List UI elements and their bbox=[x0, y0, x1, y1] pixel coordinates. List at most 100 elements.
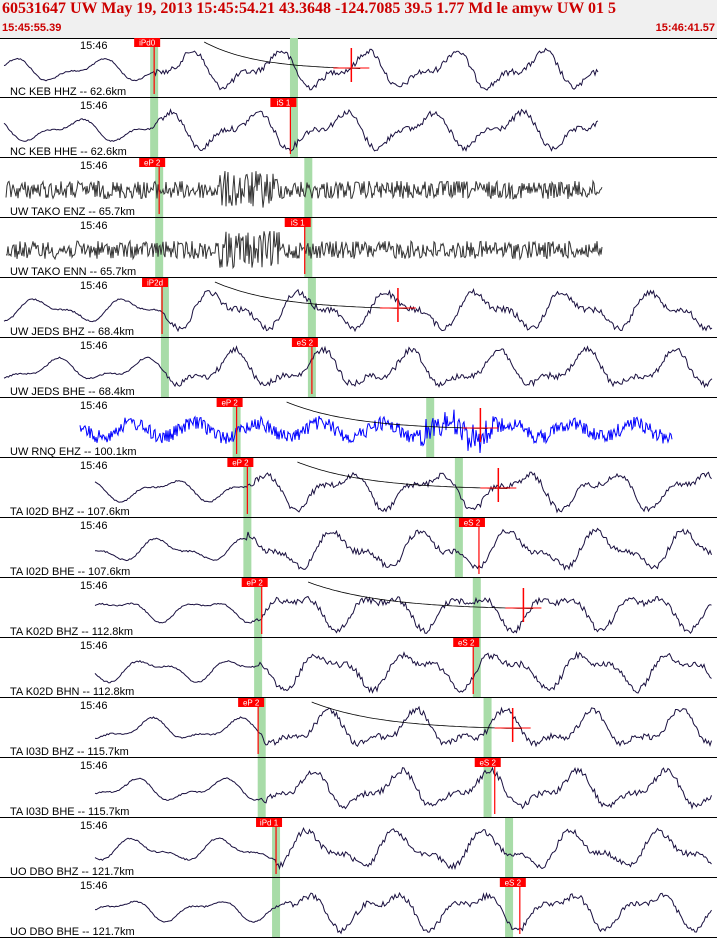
time-tick-label: 15:46 bbox=[80, 640, 108, 652]
time-tick-label: 15:46 bbox=[80, 100, 108, 112]
pick-label: eS 2 bbox=[297, 339, 314, 348]
trace-panel: eP 2 15:46 UW TAKO ENZ -- 65.7km bbox=[0, 158, 717, 218]
coda-curve bbox=[204, 41, 361, 69]
pick-label: eS 2 bbox=[458, 639, 475, 648]
trace-panel: eP 2 15:46 UW RNQ EHZ -- 100.1km bbox=[0, 398, 717, 458]
pick-label: eP 2 bbox=[232, 459, 249, 468]
pick-label: eP 2 bbox=[247, 579, 264, 588]
waveform bbox=[94, 826, 712, 871]
channel-label: UW JEDS BHE -- 68.4km bbox=[10, 386, 135, 398]
pick-window-p bbox=[150, 98, 159, 157]
time-tick-label: 15:46 bbox=[80, 880, 108, 892]
pick-window-s bbox=[454, 518, 463, 577]
trace-panel: eS 2 15:46 TA I02D BHE -- 107.6km bbox=[0, 518, 717, 578]
pick-window-p bbox=[160, 338, 169, 397]
seismogram-panels: iPd0 15:46 NC KEB HHZ -- 62.6km iS 1 15:46 NC… bbox=[0, 38, 717, 938]
pick-window-s bbox=[472, 638, 481, 697]
pick-label: eP 2 bbox=[144, 159, 161, 168]
channel-label: UW TAKO ENZ -- 65.7km bbox=[10, 206, 135, 218]
channel-label: NC KEB HHZ -- 62.6km bbox=[10, 86, 126, 98]
channel-label: TA I02D BHE -- 107.6km bbox=[10, 566, 130, 578]
pick-label-box bbox=[270, 98, 297, 107]
channel-label: TA I02D BHZ -- 107.6km bbox=[10, 506, 130, 518]
channel-label: NC KEB HHE -- 62.6km bbox=[10, 146, 127, 158]
channel-label: TA K02D BHZ -- 112.8km bbox=[10, 626, 133, 638]
pick-window-s bbox=[426, 398, 435, 457]
time-tick-label: 15:46 bbox=[80, 400, 108, 412]
pick-window-p bbox=[257, 758, 266, 817]
waveform bbox=[5, 230, 603, 270]
start-time: 15:45:55.39 bbox=[2, 22, 62, 34]
pick-window-s bbox=[289, 38, 298, 97]
pick-label: eP 2 bbox=[221, 399, 238, 408]
trace-panel: eS 2 15:46 TA I03D BHE -- 115.7km bbox=[0, 758, 717, 818]
channel-label: UW TAKO ENN -- 65.7km bbox=[10, 266, 136, 278]
channel-label: TA I03D BHZ -- 115.7km bbox=[10, 746, 129, 758]
trace-panel: iP2d 15:46 UW JEDS BHZ -- 68.4km bbox=[0, 278, 717, 338]
end-time: 15:46:41.57 bbox=[655, 22, 715, 34]
pick-window-s bbox=[307, 278, 316, 337]
waveform bbox=[3, 345, 713, 389]
time-tick-label: 15:46 bbox=[80, 760, 108, 772]
waveform bbox=[94, 595, 712, 635]
coda-curve bbox=[214, 281, 407, 309]
coda-curve bbox=[297, 461, 508, 489]
pick-window-s bbox=[505, 818, 514, 877]
pick-window-p bbox=[160, 278, 169, 337]
pick-window-s bbox=[289, 98, 298, 157]
channel-label: UW RNQ EHZ -- 100.1km bbox=[10, 446, 137, 458]
waveform bbox=[3, 108, 599, 152]
event-title: 60531647 UW May 19, 2013 15:45:54.21 43.… bbox=[2, 0, 617, 17]
pick-label: eS 2 bbox=[505, 879, 522, 888]
pick-label: iP2d bbox=[147, 279, 163, 288]
trace-panel: eS 2 15:46 UO DBO BHE -- 121.7km bbox=[0, 878, 717, 938]
waveform bbox=[5, 171, 603, 208]
channel-label: UO DBO BHZ -- 121.7km bbox=[10, 866, 134, 878]
waveform bbox=[94, 471, 712, 514]
pick-label-box bbox=[216, 398, 243, 407]
pick-label-box bbox=[458, 518, 485, 527]
pick-label: eP 2 bbox=[243, 699, 260, 708]
time-tick-label: 15:46 bbox=[80, 580, 108, 592]
coda-curve bbox=[307, 581, 534, 609]
channel-label: UW JEDS BHZ -- 68.4km bbox=[10, 326, 134, 338]
waveform bbox=[95, 527, 712, 571]
pick-label-box bbox=[142, 278, 169, 287]
pick-label-box bbox=[291, 338, 318, 347]
pick-label: eS 2 bbox=[479, 759, 496, 768]
pick-label-box bbox=[238, 698, 265, 707]
trace-panel: iPd0 15:46 NC KEB HHZ -- 62.6km bbox=[0, 38, 717, 98]
waveform bbox=[94, 705, 712, 748]
waveform bbox=[95, 891, 712, 935]
pick-label-box bbox=[241, 578, 268, 587]
trace-panel: iS 1 15:46 UW TAKO ENN -- 65.7km bbox=[0, 218, 717, 278]
channel-label: TA I03D BHE -- 115.7km bbox=[10, 806, 129, 818]
pick-label: iPd0 bbox=[139, 39, 156, 48]
pick-label: iPd 1 bbox=[260, 819, 279, 828]
time-tick-label: 15:46 bbox=[80, 340, 108, 352]
pick-window-s bbox=[483, 758, 492, 817]
trace-panel: iS 1 15:46 NC KEB HHE -- 62.6km bbox=[0, 98, 717, 158]
time-tick-label: 15:46 bbox=[80, 520, 108, 532]
pick-window-p bbox=[257, 698, 266, 757]
pick-label-box bbox=[453, 638, 480, 647]
channel-label: UO DBO BHE -- 121.7km bbox=[10, 926, 135, 938]
pick-label-box bbox=[256, 818, 283, 827]
event-header: 60531647 UW May 19, 2013 15:45:54.21 43.… bbox=[0, 0, 717, 39]
waveform bbox=[94, 651, 712, 694]
trace-panel: eS 2 15:46 UW JEDS BHE -- 68.4km bbox=[0, 338, 717, 398]
trace-panel: eP 2 15:46 TA I03D BHZ -- 115.7km bbox=[0, 698, 717, 758]
time-tick-label: 15:46 bbox=[80, 820, 108, 832]
waveform bbox=[3, 287, 713, 333]
pick-label: eS 2 bbox=[464, 519, 481, 528]
trace-panel: eP 2 15:46 TA K02D BHZ -- 112.8km bbox=[0, 578, 717, 638]
waveform bbox=[79, 409, 673, 454]
trace-panel: eS 2 15:46 TA K02D BHN -- 112.8km bbox=[0, 638, 717, 698]
coda-curve bbox=[286, 401, 488, 429]
time-tick-label: 15:46 bbox=[80, 460, 108, 472]
pick-window-p bbox=[254, 638, 263, 697]
time-tick-label: 15:46 bbox=[80, 160, 108, 172]
pick-label-box bbox=[139, 158, 166, 167]
pick-label: iS 1 bbox=[276, 99, 290, 108]
pick-window-s bbox=[472, 578, 481, 637]
